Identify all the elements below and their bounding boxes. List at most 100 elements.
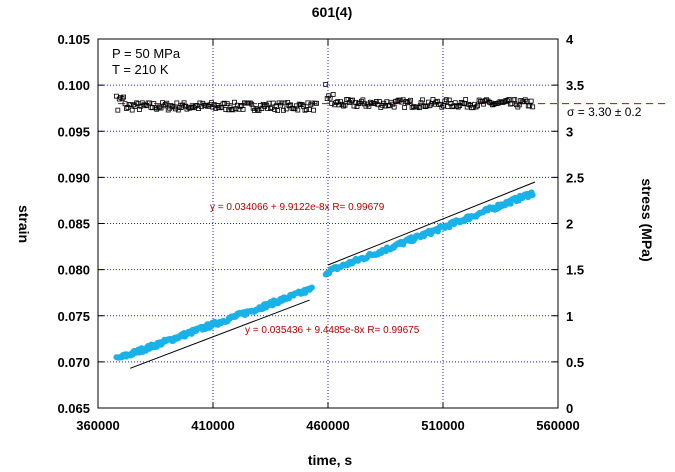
y-tick-label: 0.090 (57, 170, 90, 185)
stress-point (409, 105, 415, 110)
stress-point (230, 107, 236, 113)
stress-point (304, 107, 309, 112)
tick-labels: 360000 410000 460000 510000 560000 0.065 0.070… (57, 32, 584, 433)
stress-point (415, 104, 421, 110)
stress-point (403, 98, 409, 104)
stress-point (423, 104, 428, 110)
stress-point (446, 97, 452, 103)
stress-point (440, 103, 446, 109)
stress-point (451, 103, 457, 109)
y2-tick-label: 1 (566, 309, 573, 324)
stress-point (518, 97, 524, 103)
stress-point (282, 100, 288, 106)
x-tick-label: 360000 (76, 418, 119, 433)
stress-point (295, 107, 301, 113)
x-axis-label: time, s (308, 452, 353, 468)
stress-point (408, 97, 413, 103)
stress-point (119, 96, 125, 102)
stress-point (155, 105, 161, 111)
stress-point (279, 100, 285, 106)
stress-point (504, 98, 510, 104)
stress-point (285, 100, 291, 105)
stress-point (496, 100, 501, 106)
stress-point (510, 97, 516, 103)
sigma-annotation: σ = 3.30 ± 0.2 (567, 105, 642, 119)
stress-point (249, 101, 255, 107)
stress-point (394, 98, 400, 104)
stress-point (362, 101, 367, 107)
stress-point (487, 99, 492, 105)
stress-point (502, 99, 507, 105)
stress-point (497, 99, 503, 105)
y-tick-label: 0.105 (57, 32, 90, 47)
x-tick-label: 410000 (191, 418, 234, 433)
stress-point (527, 103, 533, 109)
stress-point (466, 101, 472, 107)
fit-equation-lower: y = 0.035436 + 9.4485e-8x R= 0.99675 (245, 325, 420, 336)
stress-point (443, 97, 449, 103)
stress-point (232, 99, 237, 105)
stress-point (417, 105, 422, 111)
stress-point (335, 99, 341, 105)
stress-point (482, 98, 488, 104)
x-tick-label: 560000 (536, 418, 579, 433)
stress-point (174, 100, 180, 106)
stress-point (390, 101, 396, 107)
stress-point (491, 101, 497, 107)
stress-point (458, 99, 464, 105)
y2-tick-label: 0 (566, 401, 573, 416)
stress-point (452, 100, 458, 106)
stress-point (124, 106, 129, 111)
stress-point (338, 99, 343, 105)
stress-point (240, 106, 246, 112)
y-axis-label: strain (16, 205, 32, 243)
stress-point (134, 100, 139, 106)
stress-point (429, 101, 434, 107)
stress-point (161, 103, 167, 109)
fit-line (327, 181, 536, 266)
condition-temperature: T = 210 K (112, 62, 169, 77)
stress-point (375, 102, 381, 108)
stress-point (175, 107, 181, 113)
stress-point (323, 81, 329, 87)
stress-point (162, 102, 168, 107)
stress-point (475, 103, 480, 109)
stress-point (437, 101, 443, 107)
stress-point (223, 107, 229, 112)
stress-point (512, 97, 518, 103)
stress-point (324, 96, 330, 102)
stress-point (402, 105, 408, 110)
y-tick-label: 0.100 (57, 78, 90, 93)
stress-point (147, 100, 152, 106)
stress-point (522, 97, 528, 103)
stress-point (275, 108, 281, 113)
stress-point (376, 99, 382, 104)
stress-point (481, 101, 486, 107)
stress-point (342, 102, 348, 108)
y2-tick-label: 3.5 (566, 78, 584, 93)
y2-tick-label: 3 (566, 124, 573, 139)
stress-point (272, 107, 278, 112)
stress-point (221, 100, 227, 106)
grid-lines (98, 39, 558, 408)
stress-point (454, 103, 460, 109)
stress-point (516, 102, 522, 108)
fit-equation-upper: y = 0.034066 + 9.9122e-8x R= 0.99679 (210, 202, 385, 213)
stress-point (448, 101, 454, 106)
y2-tick-label: 0.5 (566, 355, 584, 370)
stress-point (418, 100, 424, 106)
stress-point (421, 103, 427, 109)
stress-point (479, 98, 485, 104)
stress-point (217, 105, 223, 111)
y-tick-label: 0.085 (57, 217, 90, 232)
y2-tick-label: 2 (566, 217, 573, 232)
stress-point (484, 97, 489, 103)
stress-point (237, 104, 243, 110)
stress-point (224, 101, 230, 107)
stress-point (292, 106, 298, 112)
stress-point (280, 107, 286, 113)
stress-point (288, 102, 293, 108)
stress-point (336, 102, 342, 108)
y-tick-label: 0.080 (57, 263, 90, 278)
